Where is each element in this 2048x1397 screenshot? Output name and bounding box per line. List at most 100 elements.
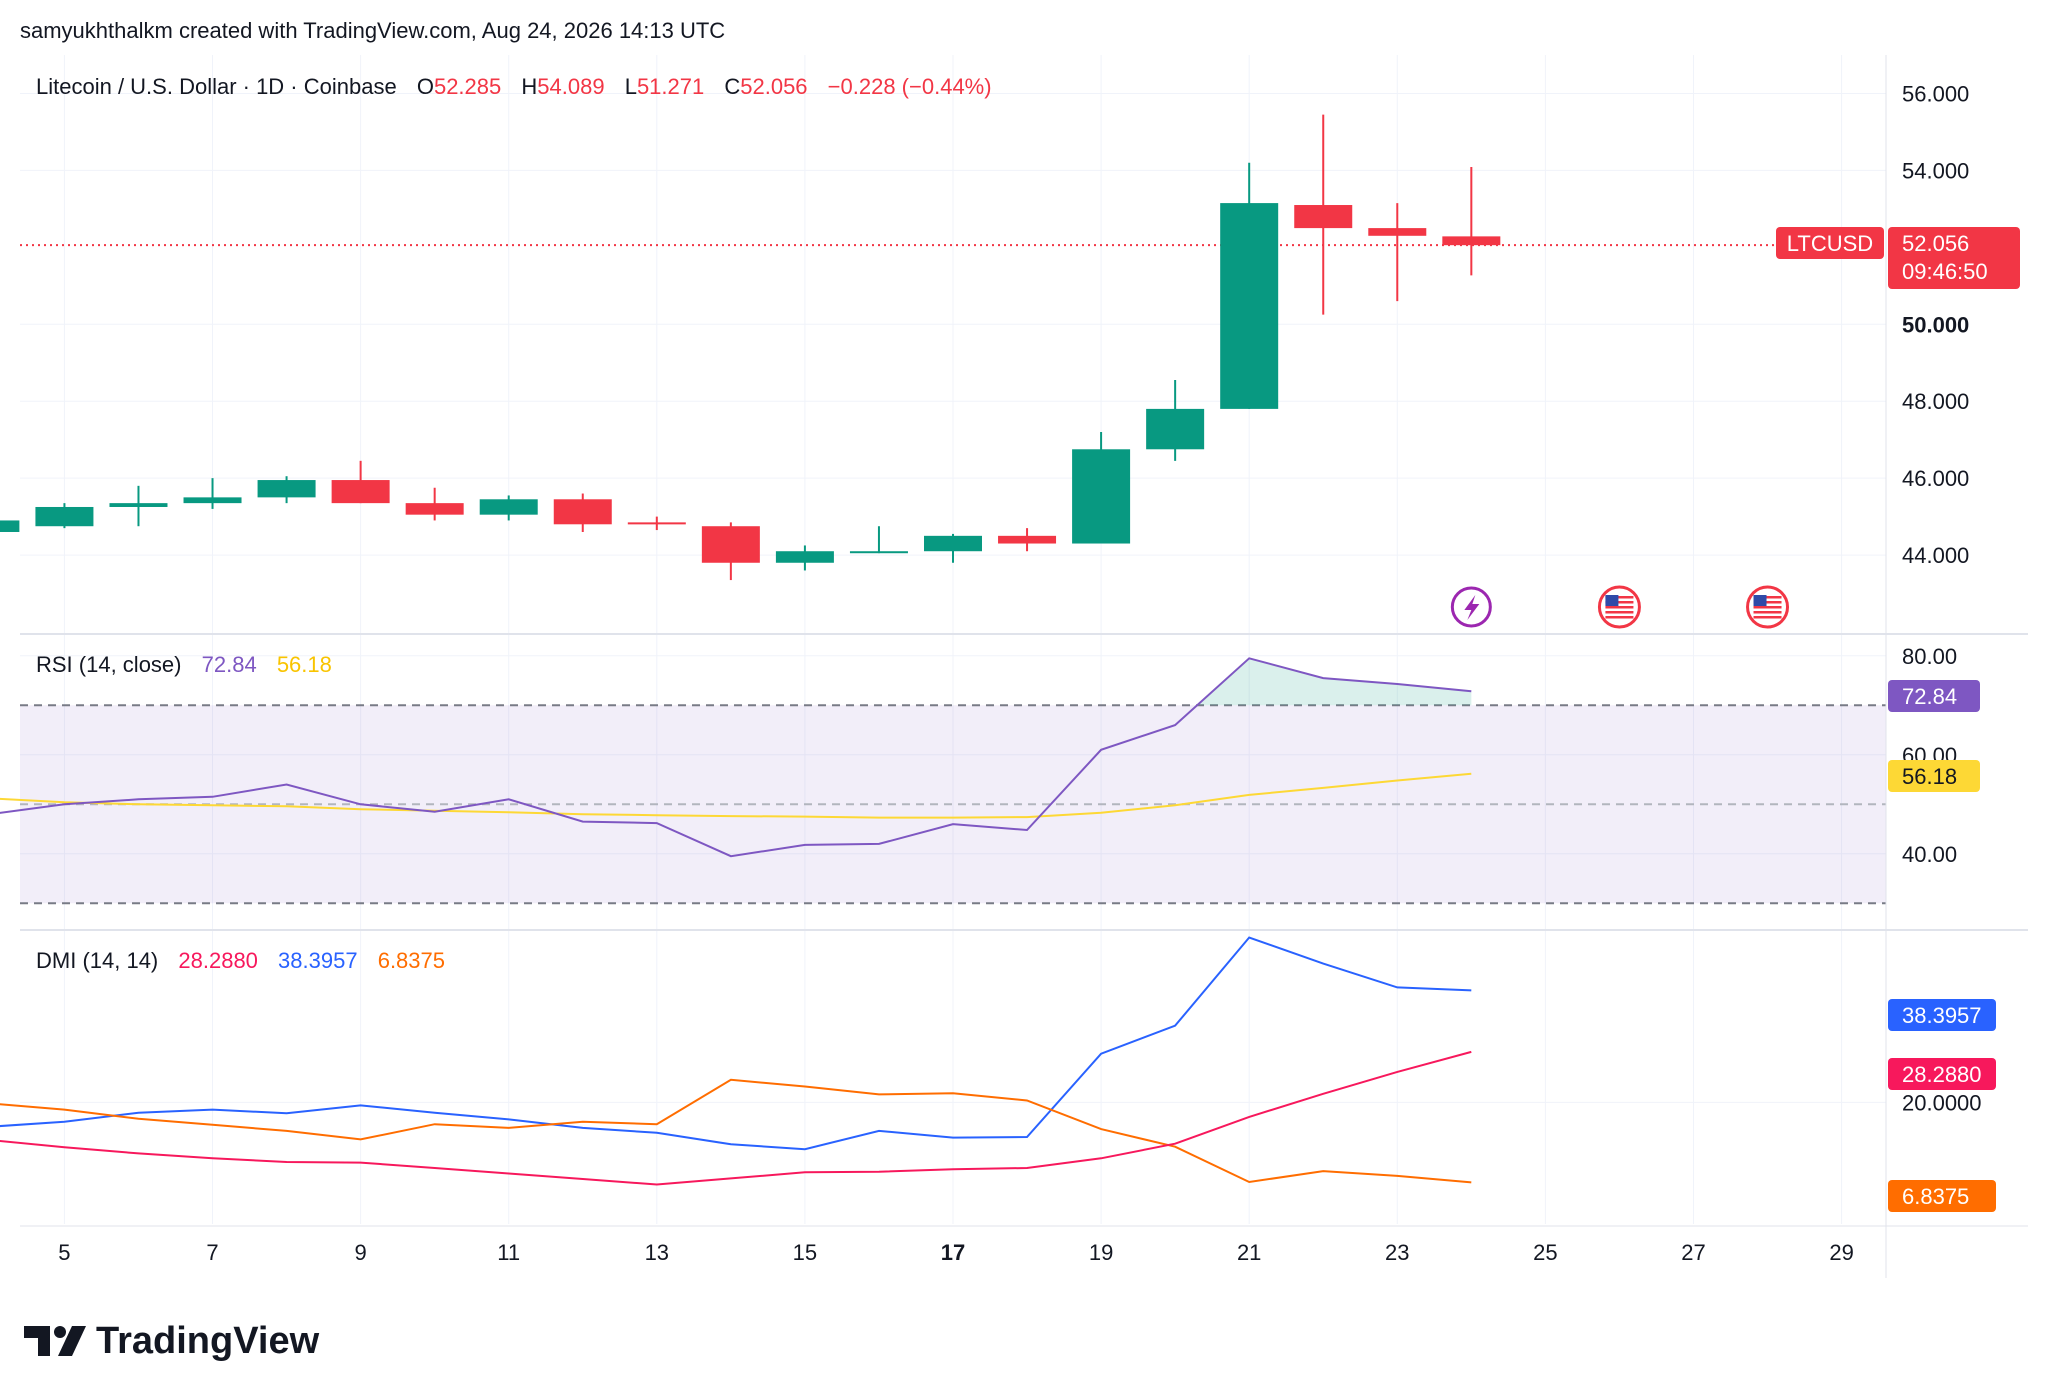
dmi-title: DMI (14, 14) xyxy=(36,948,158,973)
symbol-title: Litecoin / U.S. Dollar · 1D · Coinbase xyxy=(36,74,397,99)
candle-day-17 xyxy=(924,533,982,563)
rsi-pill-value: 72.84 xyxy=(1902,684,1957,709)
candle-body-day-6 xyxy=(109,503,168,507)
candle-day-10 xyxy=(405,487,464,521)
rsi-band-lines xyxy=(20,704,1886,905)
price-tick-50.000: 50.000 xyxy=(1902,312,1969,337)
x-tick-15: 15 xyxy=(793,1240,817,1265)
price-pill-value: 52.056 xyxy=(1902,231,1969,256)
tradingview-logo-icon xyxy=(24,1326,86,1356)
candle-body-day-10 xyxy=(405,503,464,515)
ticker-pill-text: LTCUSD xyxy=(1787,231,1873,256)
x-tick-17: 17 xyxy=(941,1240,965,1265)
tradingview-logo: TradingView xyxy=(24,1320,320,1362)
candle-body-day-21 xyxy=(1220,203,1279,409)
candle-day-22 xyxy=(1294,114,1353,315)
x-tick-11: 11 xyxy=(497,1240,520,1265)
us-flag-stripe xyxy=(1605,616,1634,619)
x-tick-23: 23 xyxy=(1385,1240,1409,1265)
candle-day-21 xyxy=(1220,162,1279,409)
candle-body-day-16 xyxy=(849,551,908,554)
candle-day-20 xyxy=(1146,380,1205,461)
candle-body-day-11 xyxy=(479,499,538,515)
x-tick-7: 7 xyxy=(206,1240,218,1265)
candle-body-day-19 xyxy=(1072,449,1131,544)
candle-day-5 xyxy=(35,503,94,529)
time-axis-labels: 5 7 9 11 13 15 17 19 21 23 25 27 29 xyxy=(58,1240,1854,1265)
event-markers xyxy=(1450,585,1790,629)
us-flag-stripe xyxy=(1753,606,1782,609)
price-tick-54.000: 54.000 xyxy=(1902,158,1969,183)
us-flag-stripe xyxy=(1605,606,1634,609)
candle-day-16 xyxy=(849,526,908,554)
rsi-series xyxy=(0,657,1472,858)
us-flag-canton xyxy=(1753,595,1767,606)
candle-body-day-23 xyxy=(1368,228,1427,236)
rsi-value-tag: 72.84 xyxy=(1888,680,1980,712)
rsi-ma-legend-value: 56.18 xyxy=(277,652,332,677)
candle-day-7 xyxy=(183,478,242,509)
candle-day-4 xyxy=(0,520,20,532)
us-flag-icon-day-28 xyxy=(1746,585,1790,629)
rsi-ma-line xyxy=(0,772,1472,819)
price-pill xyxy=(1888,227,2020,289)
us-flag-stripe xyxy=(1753,611,1782,614)
ohlc-legend: Litecoin / U.S. Dollar · 1D · Coinbase O… xyxy=(36,74,992,99)
high-value: 54.089 xyxy=(537,74,604,99)
minus-di-line xyxy=(0,1078,1472,1184)
minus-di-legend-value: 6.8375 xyxy=(378,948,445,973)
candle-body-day-13 xyxy=(627,522,686,525)
candle-day-12 xyxy=(553,493,612,532)
price-tick-44.000: 44.000 xyxy=(1902,543,1969,568)
rsi-ma-value-tag: 56.18 xyxy=(1888,760,1980,792)
candle-day-15 xyxy=(775,545,834,571)
us-flag-icon-day-26 xyxy=(1597,585,1641,629)
minus-di-pill xyxy=(1888,1180,1996,1212)
candle-body-day-22 xyxy=(1294,205,1353,229)
plus-di-value-tag: 38.3957 xyxy=(1888,999,1996,1031)
candle-body-day-9 xyxy=(331,480,390,504)
candle-body-day-14 xyxy=(701,526,760,563)
x-tick-13: 13 xyxy=(645,1240,669,1265)
candle-body-day-24 xyxy=(1442,236,1501,246)
high-label: H xyxy=(521,74,537,99)
x-tick-29: 29 xyxy=(1829,1240,1853,1265)
candle-day-6 xyxy=(109,485,168,527)
x-tick-9: 9 xyxy=(354,1240,366,1265)
candle-body-day-5 xyxy=(35,506,94,527)
x-tick-25: 25 xyxy=(1533,1240,1557,1265)
low-label: L xyxy=(625,74,637,99)
candle-body-day-20 xyxy=(1146,408,1205,450)
candle-body-day-12 xyxy=(553,499,612,525)
rsi-legend-value: 72.84 xyxy=(202,652,257,677)
rsi-ma-pill xyxy=(1888,760,1980,792)
candle-body-day-15 xyxy=(775,551,834,563)
last-price-tag: LTCUSD 52.056 09:46:50 xyxy=(1776,227,2020,289)
close-label: C xyxy=(724,74,740,99)
us-flag-stripe xyxy=(1753,616,1782,619)
change-value: −0.228 (−0.44%) xyxy=(828,74,992,99)
plus-di-legend-value: 38.3957 xyxy=(278,948,358,973)
attribution-text: samyukhthalkm created with TradingView.c… xyxy=(20,18,725,43)
price-tick-46.000: 46.000 xyxy=(1902,466,1969,491)
us-flag-stripe xyxy=(1753,601,1782,604)
dmi-legend: DMI (14, 14) 28.2880 38.3957 6.8375 xyxy=(36,948,445,973)
close-value: 52.056 xyxy=(740,74,807,99)
adx-line xyxy=(0,1050,1472,1186)
plus-di-pill-value: 38.3957 xyxy=(1902,1003,1982,1028)
tradingview-wordmark: TradingView xyxy=(96,1320,320,1362)
us-flag-stripe xyxy=(1605,611,1634,614)
rsi-overbought-fill xyxy=(1197,658,1472,706)
plus-di-pill xyxy=(1888,999,1996,1031)
candle-day-23 xyxy=(1368,203,1427,302)
candle-body-day-7 xyxy=(183,497,242,504)
rsi-title: RSI (14, close) xyxy=(36,652,182,677)
rsi-line xyxy=(0,657,1472,858)
x-tick-21: 21 xyxy=(1237,1240,1261,1265)
dmi-series xyxy=(0,936,1472,1186)
open-value: 52.285 xyxy=(434,74,501,99)
lightning-icon-bolt xyxy=(1464,595,1480,620)
candle-day-13 xyxy=(627,516,686,531)
price-tick-56.000: 56.000 xyxy=(1902,81,1969,106)
